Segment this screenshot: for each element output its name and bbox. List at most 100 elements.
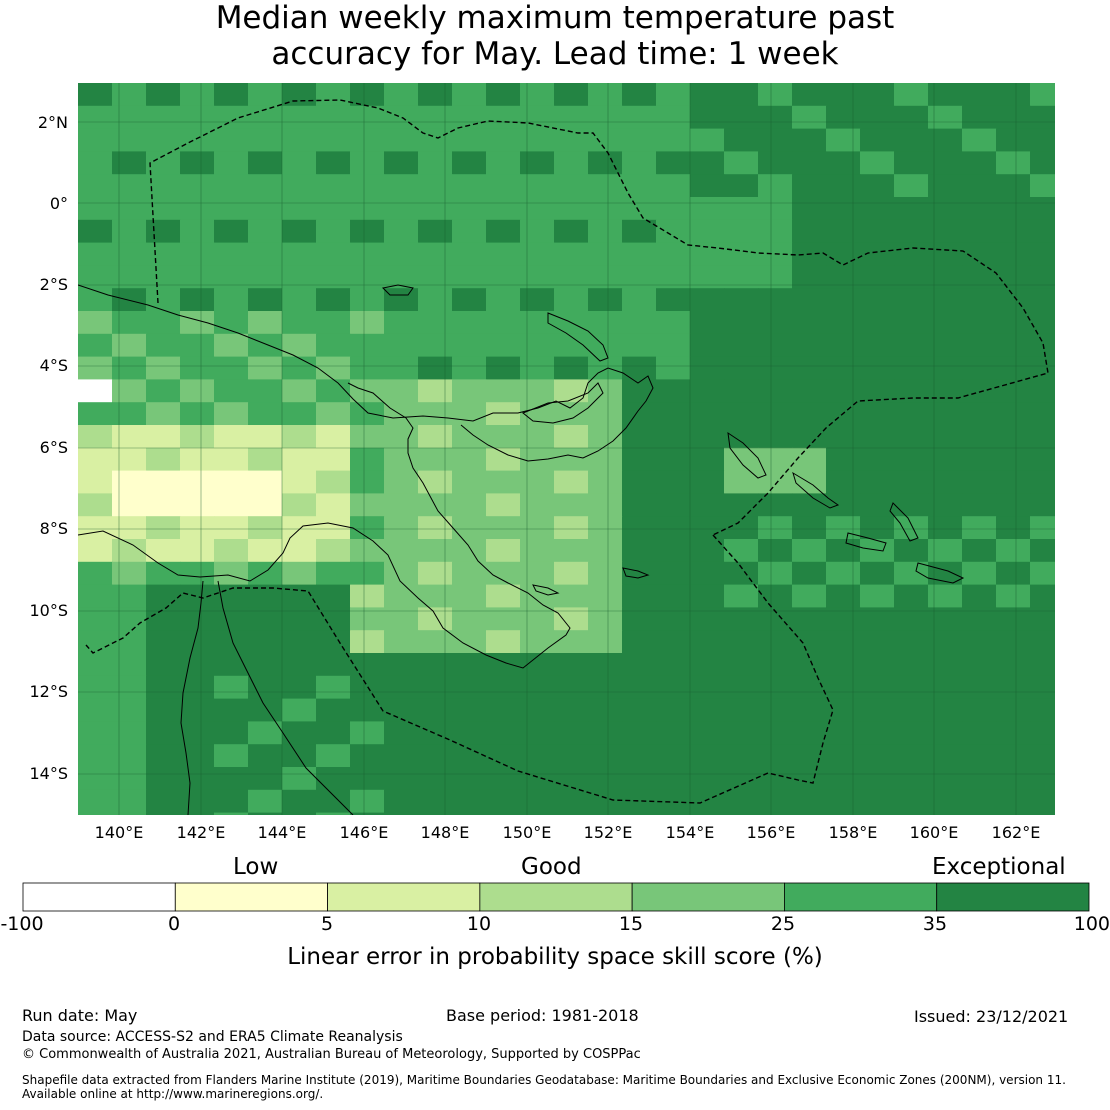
grid-cell (622, 675, 657, 700)
legend-category-good: Good (521, 854, 582, 880)
grid-cell (690, 356, 725, 380)
grid-cell (180, 105, 215, 130)
grid-cell (894, 767, 929, 791)
grid-cell (996, 242, 1031, 266)
grid-cell (792, 698, 827, 722)
grid-cell (384, 561, 419, 586)
grid-cell (758, 584, 793, 608)
grid-cell (996, 584, 1031, 608)
grid-cell (758, 539, 793, 563)
grid-cell (758, 174, 793, 198)
grid-cell (180, 242, 215, 266)
grid-cell (962, 333, 997, 358)
grid-cell (554, 83, 589, 107)
grid-cell (1030, 219, 1055, 244)
grid-cell (112, 105, 147, 130)
grid-cell (996, 607, 1031, 631)
eez-boundaries (85, 99, 1049, 804)
grid-cell (452, 493, 487, 517)
lon-label: 142°E (176, 823, 226, 842)
grid-cell (860, 675, 895, 700)
grid-cell (282, 242, 317, 266)
grid-cell (1030, 311, 1055, 335)
grid-cell (928, 539, 963, 563)
grid-cell (792, 721, 827, 745)
grid-cell (248, 721, 283, 745)
grid-cell (588, 561, 623, 586)
grid-cell (486, 197, 521, 221)
grid-cell (554, 242, 589, 266)
grid-cell (554, 151, 589, 175)
grid-cell (928, 767, 963, 791)
grid-cell (486, 767, 521, 791)
grid-cell (826, 174, 861, 198)
grid-cell (384, 812, 419, 815)
grid-cell (962, 242, 997, 266)
grid-cell (316, 288, 351, 312)
grid-cell (180, 675, 215, 700)
grid-cell (826, 767, 861, 791)
grid-cell (316, 630, 351, 654)
grid-cell (282, 630, 317, 654)
grid-cell (248, 128, 283, 152)
grid-cell (282, 584, 317, 608)
grid-cell (384, 242, 419, 266)
grid-cell (350, 630, 385, 654)
grid-cell (282, 744, 317, 768)
eez-line-north (149, 99, 1049, 536)
grid-cell (792, 447, 827, 472)
grid-cell (860, 402, 895, 426)
grid-cell (316, 105, 351, 130)
grid-cell (588, 767, 623, 791)
grid-cell (146, 561, 181, 586)
grid-cell (894, 675, 929, 700)
grid-cell (452, 789, 487, 814)
grid-cell (146, 83, 181, 107)
grid-cell (588, 151, 623, 175)
grid-cell (588, 402, 623, 426)
grid-cell (520, 219, 555, 244)
grid-cell (78, 789, 113, 814)
grid-cell (860, 151, 895, 175)
grid-cell (826, 288, 861, 312)
grid-cell (792, 174, 827, 198)
grid-cell (894, 698, 929, 722)
grid-cell (316, 151, 351, 175)
grid-cell (520, 812, 555, 815)
grid-cell (928, 379, 963, 403)
grid-cell (724, 219, 759, 244)
grid-cell (486, 105, 521, 130)
grid-cell (146, 698, 181, 722)
solomon-makira (915, 562, 965, 584)
grid-cell (860, 425, 895, 449)
grid-cell (520, 653, 555, 677)
legend-tick: 10 (466, 913, 492, 935)
grid-cell (894, 151, 929, 175)
grid-cell (826, 744, 861, 768)
grid-cell (180, 493, 215, 517)
grid-cell (690, 493, 725, 517)
grid-cell (248, 242, 283, 266)
grid-cell (384, 675, 419, 700)
grid-cell (214, 425, 249, 449)
grid-cell (112, 447, 147, 472)
grid-cell (656, 493, 691, 517)
grid-cell (724, 744, 759, 768)
grid-cell (146, 356, 181, 380)
grid-cell (724, 265, 759, 289)
grid-cell (622, 789, 657, 814)
grid-cell (962, 812, 997, 815)
title-line-2: accuracy for May. Lead time: 1 week (271, 36, 839, 72)
grid-cell (418, 744, 453, 768)
grid-cell (146, 219, 181, 244)
grid-cell (180, 333, 215, 358)
grid-cell (112, 470, 147, 494)
grid-cell (418, 288, 453, 312)
milne-islands (622, 567, 650, 579)
grid-cell (588, 516, 623, 540)
grid-cell (554, 653, 589, 677)
grid-cell (486, 607, 521, 631)
grid-cell (146, 516, 181, 540)
grid-cell (1030, 789, 1055, 814)
grid-cell (690, 607, 725, 631)
